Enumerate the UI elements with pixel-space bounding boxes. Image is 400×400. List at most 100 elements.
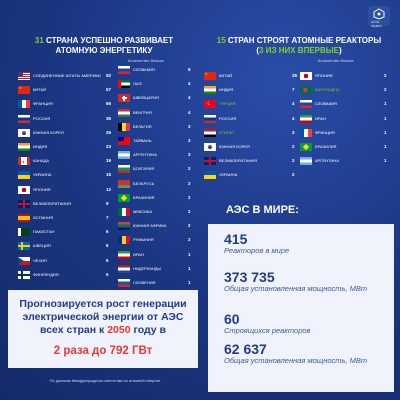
forecast-line3b: году в	[130, 324, 166, 336]
reactor-count: 2	[188, 209, 191, 214]
country-row: ВЕЛИКОБРИТАНИЯ 9	[18, 199, 110, 208]
reactor-count: 4	[188, 81, 191, 87]
forecast-highlight: 2 раза до 792 ГВт	[53, 345, 153, 357]
reactor-count: 2	[292, 172, 295, 178]
ca-flag-icon: ♦	[18, 157, 30, 166]
kr-flag-icon	[18, 128, 30, 137]
za-flag-icon	[118, 222, 130, 231]
stat-construction-capacity-label: Общая установленная мощность, МВт	[224, 356, 368, 365]
br-flag-icon	[300, 143, 312, 151]
sk-flag-icon	[300, 100, 312, 109]
stat-reactors-value: 415	[224, 231, 248, 247]
reactor-count: 4	[292, 101, 295, 107]
heading-left: 31 СТРАНА УСПЕШНО РАЗВИВАЕТ АТОМНУЮ ЭНЕР…	[14, 36, 194, 56]
country-row: РОССИЯ 36	[18, 114, 112, 123]
forecast-line2: электрической энергии от АЭС	[22, 311, 184, 323]
country-name: ИНДИЯ	[33, 144, 48, 149]
country-row: ФРАНЦИЯ 1	[300, 128, 394, 137]
reactor-count: 26	[292, 73, 298, 78]
country-row: СЛОВАКИЯ 1	[300, 100, 394, 109]
country-name: РОССИЯ	[219, 115, 237, 121]
tr-flag-icon: ☾	[204, 100, 216, 109]
gb-flag-icon	[18, 199, 30, 208]
country-row: МЕКСИКА 2	[118, 208, 202, 216]
reactor-count: 2	[188, 180, 191, 186]
country-row: ★ КИТАЙ 26	[204, 72, 298, 80]
world-stats-card	[208, 224, 394, 392]
country-row: ИРАН 1	[300, 114, 394, 123]
stat-capacity-value: 373 735	[224, 269, 275, 285]
logo-caption: АТОМ МЕДИА	[371, 20, 382, 28]
country-row: ВЕЛИКОБРИТАНИЯ 2	[204, 157, 298, 166]
country-name: СОЕДИНЕННЫЕ ШТАТЫ АМЕРИКИ	[33, 73, 101, 78]
jp-flag-icon	[18, 185, 30, 194]
ar-flag-icon	[118, 151, 130, 160]
country-name: ШВЕЙЦАРИЯ	[133, 95, 159, 101]
si-flag-icon	[118, 279, 130, 287]
jp-flag-icon	[300, 72, 312, 80]
reactor-count: 12	[106, 186, 112, 192]
country-row: ПАКИСТАН 6	[18, 228, 110, 237]
country-row: ШВЕЦИЯ 6	[18, 242, 110, 251]
table-left-col2: СЛОВАКИЯ 5 ОАЭ 4 ШВЕЙЦАРИЯ 4 ВЕНГРИЯ 4 БЕЛЬГИЯ 3 Т…	[118, 66, 202, 287]
reactor-count: 2	[188, 166, 191, 172]
reactor-count: 5	[188, 67, 191, 72]
reactor-count: 1	[384, 115, 387, 121]
country-name: ИНДИЯ	[219, 87, 234, 93]
stat-construction-capacity-value: 62 637	[224, 341, 267, 357]
cn-flag-icon: ★	[204, 72, 216, 80]
atom-icon	[373, 8, 385, 20]
country-name: ВЕЛИКОБРИТАНИЯ	[33, 200, 72, 206]
country-name: КИТАЙ	[33, 87, 47, 93]
heading-right-close: )	[338, 46, 342, 55]
fi-flag-icon	[18, 270, 30, 279]
fr-flag-icon	[300, 128, 312, 137]
ru-flag-icon	[18, 114, 30, 123]
forecast-text: Прогнозируется рост генерации электричес…	[8, 298, 198, 337]
country-row: ЕГИПЕТ 3	[204, 128, 298, 137]
country-row: УКРАИНА 15	[18, 171, 111, 180]
country-name: СЛОВАКИЯ	[133, 67, 155, 72]
es-flag-icon	[18, 214, 30, 222]
bd-flag-icon	[300, 86, 312, 95]
country-name: ИРАН	[133, 251, 144, 257]
country-name: КИТАЙ	[219, 73, 233, 78]
forecast-panel: Прогнозируется рост генерации электричес…	[8, 290, 198, 368]
reactor-count: 5	[106, 271, 109, 277]
country-row: УКРАИНА 2	[204, 171, 298, 180]
units-note-right: Количество блоков	[318, 58, 354, 63]
heading-right-count: 15	[216, 36, 226, 45]
reactor-count: 7	[106, 215, 109, 220]
reactor-count: 4	[188, 95, 191, 101]
reactor-count: 19	[106, 158, 112, 164]
stat-reactors-label: Реакторов в мире	[224, 246, 290, 255]
country-row: РУМЫНИЯ 2	[118, 236, 202, 245]
reactor-count: 3	[188, 138, 191, 143]
ro-flag-icon	[118, 236, 130, 245]
forecast-line1: Прогнозируется рост генерации	[19, 298, 187, 310]
forecast-line3a: всех стран к	[40, 324, 108, 336]
reactor-count: 2	[188, 237, 191, 243]
in-flag-icon	[18, 143, 30, 151]
country-row: ИНДИЯ 23	[18, 143, 111, 151]
cz-flag-icon	[18, 256, 30, 265]
reactor-count: 2	[292, 158, 295, 164]
stat-construction-capacity: 62 637 Общая установленная мощность, МВт	[224, 342, 384, 366]
stat-capacity: 373 735 Общая установленная мощность, МВ…	[224, 270, 384, 294]
reactor-count: 36	[106, 115, 112, 121]
country-name: ФРАНЦИЯ	[33, 101, 53, 107]
table-right-col2: ЯПОНИЯ 2 БАНГЛАДЕШ 2 СЛОВАКИЯ 1 ИРАН 1 ФРАНЦИЯ 1 Б…	[300, 72, 394, 182]
country-row: БОЛГАРИЯ 2	[118, 165, 202, 174]
by-flag-icon	[118, 179, 130, 188]
country-name: ЕГИПЕТ	[219, 129, 235, 135]
reactor-count: 6	[106, 257, 109, 263]
country-row: ЮЖНАЯ КОРЕЯ 26	[18, 128, 111, 137]
country-row: ЮЖНАЯ КОРЕЯ 2	[204, 143, 298, 151]
be-flag-icon	[118, 122, 130, 131]
reactor-count: 92	[106, 73, 112, 78]
country-row: ЯПОНИЯ 12	[18, 185, 112, 194]
country-name: ИРАН	[315, 115, 326, 121]
country-row: БАНГЛАДЕШ 2	[300, 86, 394, 95]
reactor-count: 1	[188, 265, 191, 271]
table-left-col1: СОЕДИНЕННЫЕ ШТАТЫ АМЕРИКИ 92 ★ КИТАЙ 57 ФРАНЦ…	[18, 72, 112, 292]
